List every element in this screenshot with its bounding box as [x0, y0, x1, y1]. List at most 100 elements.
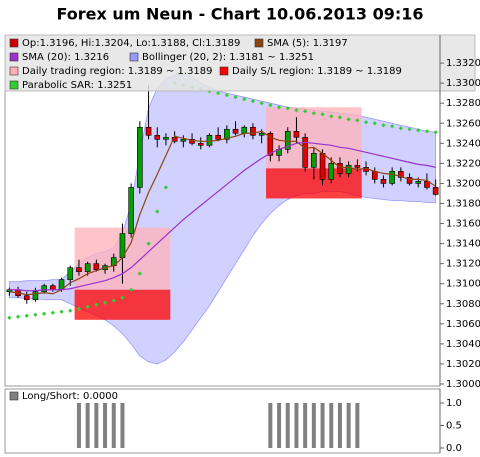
candle-body [232, 128, 239, 134]
sar-dot [250, 99, 256, 104]
bar [103, 403, 108, 448]
legend-label: Parabolic SAR: 1.3251 [22, 80, 132, 91]
bar [76, 403, 81, 448]
candle-body [197, 143, 204, 146]
candle-body [224, 128, 230, 140]
legend-label: Op:1.3196, Hi:1.3204, Lo:1.3188, Cl:1.31… [22, 38, 240, 49]
indicator-line [9, 141, 436, 292]
candle-body [145, 126, 152, 136]
legend-swatch [254, 38, 264, 48]
main-panel [4, 34, 441, 387]
legend-swatch [129, 52, 139, 62]
candle-body [415, 181, 422, 184]
sar-dot [233, 95, 238, 100]
candle-body [424, 181, 430, 188]
legend-label: SMA (5): 1.3197 [267, 38, 348, 49]
bar [346, 403, 351, 448]
candle-body [93, 263, 100, 270]
sar-dot [424, 129, 430, 134]
bar [94, 403, 99, 448]
bar [111, 403, 116, 448]
bar [285, 403, 290, 448]
indicator-line [9, 130, 436, 296]
candle-body [50, 285, 56, 291]
candle-body [258, 132, 265, 136]
sar-dot [416, 128, 421, 133]
region [74, 289, 171, 320]
y-tick-label: 1.3200 [446, 178, 480, 189]
sar-dot [433, 130, 438, 135]
sar-dot [129, 287, 134, 292]
candle-body [302, 136, 308, 168]
y-tick-label: 1.3080 [446, 299, 480, 310]
candle-body [389, 171, 395, 184]
candle-body [23, 295, 30, 301]
candle-body [380, 179, 387, 184]
chart-title: Forex um Neun - Chart 10.06.2013 09:16 [56, 5, 423, 24]
candle-body [189, 138, 195, 144]
candle-body [345, 165, 352, 174]
candle-body [41, 285, 47, 293]
y-tick-label: 1.3100 [446, 279, 480, 290]
legend-swatch [9, 391, 19, 401]
y-tick-label: 1.3300 [446, 78, 480, 89]
y-tick-label: 1.3140 [446, 239, 480, 250]
bar [355, 403, 360, 448]
bar [120, 403, 125, 448]
candle-body [354, 165, 361, 168]
y-tick-label: 1.3000 [446, 379, 480, 390]
sar-dot [216, 91, 221, 96]
candle-body [328, 163, 335, 180]
bar [268, 403, 273, 448]
bar [311, 403, 316, 448]
y-tick-label: 1.0 [446, 398, 462, 409]
y-tick-label: 1.3240 [446, 138, 480, 149]
candle-body [293, 130, 300, 138]
sar-dot [146, 241, 151, 246]
legend-swatch [9, 66, 19, 76]
candle-body [311, 153, 317, 168]
legend-swatch [9, 38, 19, 48]
bar [320, 403, 325, 448]
bar [337, 403, 342, 448]
y-tick-label: 1.3180 [446, 198, 480, 209]
candle-body [398, 171, 404, 178]
y-tick-label: 1.3020 [446, 359, 480, 370]
candle-body [250, 126, 256, 136]
main-plot: Op:1.3196, Hi:1.3204, Lo:1.3188, Cl:1.31… [4, 34, 480, 390]
candle-body [319, 153, 326, 180]
candle-body [180, 138, 187, 142]
legend-swatch [219, 66, 229, 76]
legend-box [4, 34, 476, 92]
candle-body [267, 132, 274, 156]
y-tick-label: 1.3320 [446, 58, 480, 69]
bar [329, 403, 334, 448]
bar [85, 403, 90, 448]
legend-label: Daily trading region: 1.3189 ~ 1.3189 [22, 66, 213, 77]
y-tick-label: 1.3260 [446, 118, 480, 129]
bar [303, 403, 308, 448]
legend-label: Long/Short: 0.0000 [22, 391, 118, 402]
legend-label: Daily S/L region: 1.3189 ~ 1.3189 [232, 66, 402, 77]
candle-body [241, 126, 248, 134]
candle-body [128, 187, 134, 234]
candle-body [432, 187, 439, 195]
sar-dot [155, 209, 160, 214]
sar-dot [137, 271, 142, 276]
sar-dot [224, 93, 229, 98]
y-tick-label: 1.3040 [446, 339, 480, 350]
sar-dot [407, 127, 412, 132]
candle-body [406, 177, 413, 184]
y-tick-label: 1.3120 [446, 259, 480, 270]
candle-body [67, 267, 74, 280]
y-tick-label: 0.5 [446, 421, 462, 432]
lower-plot: 0.0 0.5 1.0 Long/Short: 0.0000 [9, 389, 462, 454]
candle-body [371, 171, 378, 180]
legend-label: Bollinger (20, 2): 1.3181 ~ 1.3251 [142, 52, 314, 63]
y-tick-label: 1.3160 [446, 219, 480, 230]
candle-body [284, 130, 291, 150]
candle-body [32, 291, 39, 301]
candle-body [137, 126, 143, 188]
